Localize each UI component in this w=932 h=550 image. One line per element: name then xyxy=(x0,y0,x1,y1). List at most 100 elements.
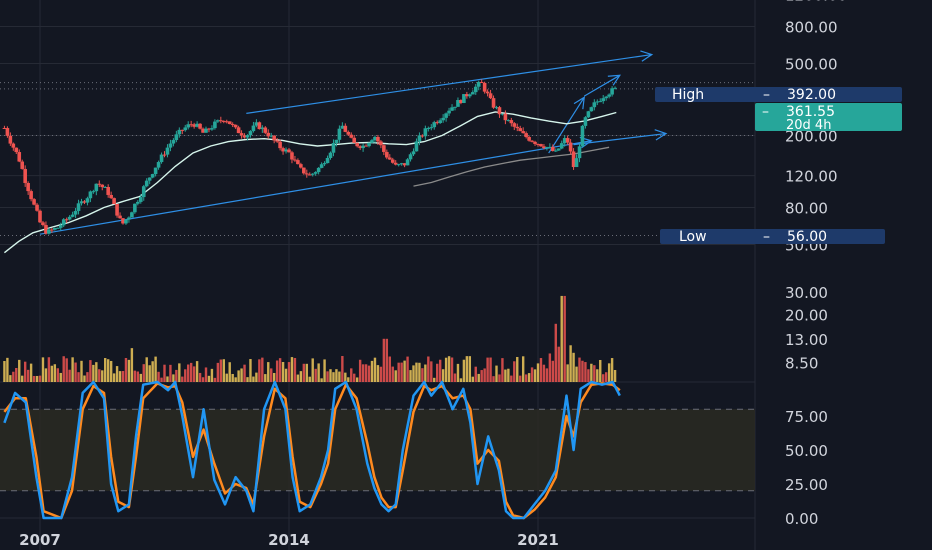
candle[interactable] xyxy=(281,148,285,152)
volume-bar[interactable] xyxy=(421,368,424,382)
volume-bar[interactable] xyxy=(548,353,552,382)
candle[interactable] xyxy=(601,98,606,102)
volume-bar[interactable] xyxy=(311,358,314,382)
candle[interactable] xyxy=(198,123,202,129)
volume-bar[interactable] xyxy=(524,374,528,382)
volume-bar[interactable] xyxy=(456,363,460,382)
candle[interactable] xyxy=(210,128,214,130)
candle[interactable] xyxy=(334,139,339,144)
candle[interactable] xyxy=(565,138,570,143)
candle[interactable] xyxy=(536,143,540,145)
candle[interactable] xyxy=(201,128,205,133)
volume-bar[interactable] xyxy=(430,361,433,382)
volume-bar[interactable] xyxy=(278,358,282,382)
volume-bar[interactable] xyxy=(272,372,276,382)
volume-bar[interactable] xyxy=(59,372,62,382)
candle[interactable] xyxy=(340,125,345,129)
candle[interactable] xyxy=(509,120,514,124)
candle[interactable] xyxy=(316,167,321,173)
volume-bar[interactable] xyxy=(228,362,231,382)
candle[interactable] xyxy=(580,125,585,147)
candle[interactable] xyxy=(370,140,374,143)
volume-bar[interactable] xyxy=(121,371,125,382)
candle[interactable] xyxy=(266,132,271,137)
candle[interactable] xyxy=(76,203,81,211)
volume-bar[interactable] xyxy=(154,356,157,382)
volume-bar[interactable] xyxy=(578,357,581,382)
candle[interactable] xyxy=(41,222,45,226)
candle[interactable] xyxy=(109,194,113,199)
candle[interactable] xyxy=(476,82,481,87)
candle[interactable] xyxy=(263,127,268,133)
volume-bar[interactable] xyxy=(92,364,95,382)
candle[interactable] xyxy=(233,124,238,128)
volume-bar[interactable] xyxy=(566,364,569,382)
candle[interactable] xyxy=(450,107,454,111)
volume-bar[interactable] xyxy=(539,358,543,382)
candle[interactable] xyxy=(405,159,410,166)
candle[interactable] xyxy=(491,98,496,108)
volume-bar[interactable] xyxy=(542,364,546,382)
volume-bar[interactable] xyxy=(175,369,178,382)
stochastic-k-line[interactable] xyxy=(3,380,621,520)
candle[interactable] xyxy=(162,154,167,156)
volume-bar[interactable] xyxy=(115,366,119,382)
candle[interactable] xyxy=(494,107,499,109)
candle[interactable] xyxy=(583,117,588,126)
candle[interactable] xyxy=(55,227,60,229)
volume-bar[interactable] xyxy=(124,358,128,382)
volume-bar[interactable] xyxy=(184,369,187,382)
volume-bar[interactable] xyxy=(62,356,65,382)
candle[interactable] xyxy=(275,140,279,142)
volume-bar[interactable] xyxy=(391,366,394,382)
volume-bar[interactable] xyxy=(56,368,59,382)
volume-bar[interactable] xyxy=(231,373,234,382)
candle[interactable] xyxy=(144,180,149,187)
candle[interactable] xyxy=(530,140,534,142)
volume-bar[interactable] xyxy=(367,365,371,382)
volume-bar[interactable] xyxy=(290,357,294,382)
candle[interactable] xyxy=(512,123,517,127)
volume-bar[interactable] xyxy=(376,365,380,382)
candle[interactable] xyxy=(390,159,395,163)
candle[interactable] xyxy=(539,144,543,147)
candle[interactable] xyxy=(11,143,16,148)
volume-bar[interactable] xyxy=(492,376,495,382)
volume-bar[interactable] xyxy=(433,377,436,382)
stochastic-d-line[interactable] xyxy=(3,382,621,520)
candle[interactable] xyxy=(470,92,475,95)
volume-bar[interactable] xyxy=(166,376,169,382)
volume-bar[interactable] xyxy=(189,362,193,382)
volume-bar[interactable] xyxy=(308,376,311,382)
volume-bar[interactable] xyxy=(438,359,442,382)
volume-bar[interactable] xyxy=(444,357,448,382)
volume-bar[interactable] xyxy=(441,369,445,382)
trendline[interactable] xyxy=(583,74,621,97)
volume-bar[interactable] xyxy=(139,373,142,382)
candle[interactable] xyxy=(82,201,87,203)
volume-bar[interactable] xyxy=(474,366,477,382)
candle[interactable] xyxy=(562,138,567,144)
candle[interactable] xyxy=(269,135,274,137)
volume-bar[interactable] xyxy=(400,362,403,382)
candle[interactable] xyxy=(468,94,472,97)
volume-bar[interactable] xyxy=(450,357,454,382)
candle[interactable] xyxy=(47,229,51,234)
candle[interactable] xyxy=(26,183,30,192)
candle[interactable] xyxy=(112,198,116,204)
volume-bar[interactable] xyxy=(83,375,86,382)
candle[interactable] xyxy=(53,228,57,230)
candle[interactable] xyxy=(364,145,368,147)
volume-bar[interactable] xyxy=(225,373,228,382)
candle[interactable] xyxy=(396,164,401,166)
candle[interactable] xyxy=(524,133,528,137)
candle[interactable] xyxy=(299,164,303,168)
volume-bar[interactable] xyxy=(89,360,92,382)
candle[interactable] xyxy=(174,134,179,141)
volume-bar[interactable] xyxy=(219,359,223,382)
candle[interactable] xyxy=(121,218,125,224)
volume-bar[interactable] xyxy=(86,372,89,382)
volume-bar[interactable] xyxy=(341,356,344,382)
candle[interactable] xyxy=(8,135,13,144)
candle[interactable] xyxy=(136,201,140,204)
